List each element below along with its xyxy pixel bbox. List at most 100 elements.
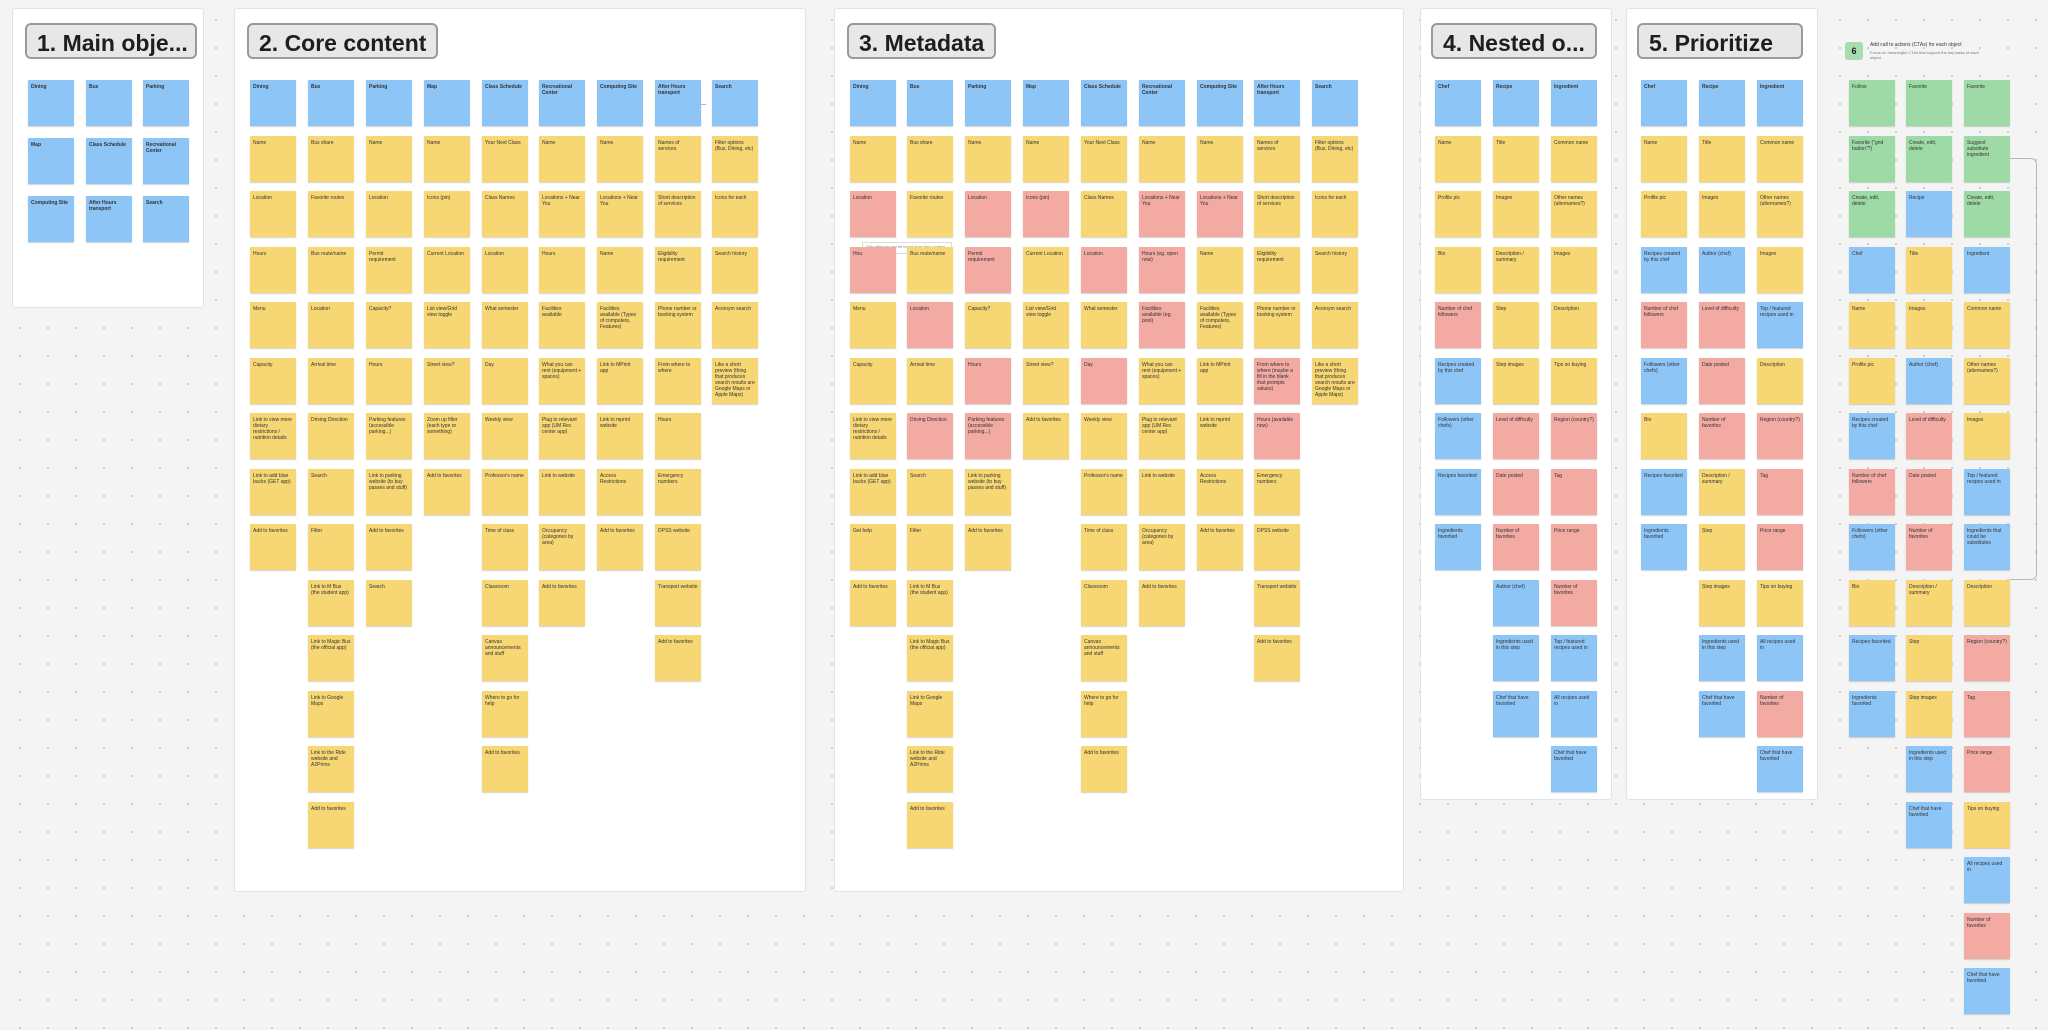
sticky-note[interactable]: Link to Google Maps [308,690,354,737]
sticky-note[interactable]: Ingredient [1964,246,2010,293]
sticky-note[interactable]: Common name [1551,135,1597,182]
sticky-note[interactable]: DPSS website [655,524,701,570]
sticky-note[interactable]: Search [366,579,412,626]
sticky-note[interactable]: Ingredients favorited [1435,524,1481,570]
sticky-note[interactable]: Link to the Ride website and A2Prims [907,746,953,792]
sticky-note[interactable]: Transport website [1254,579,1300,626]
sticky-note[interactable]: Location [965,191,1011,237]
sticky-note[interactable]: Add to favorites [655,635,701,681]
sticky-note[interactable]: Level of difficulty [1493,413,1539,459]
sticky-note[interactable]: Price range [1551,524,1597,570]
sticky-note[interactable]: Images [1551,246,1597,293]
sticky-note[interactable]: Add to favorites [308,801,354,848]
sticky-note[interactable]: Name [850,135,896,182]
sticky-note[interactable]: Link to website [539,468,585,515]
sticky-note[interactable]: Get help [850,524,896,570]
sticky-note[interactable]: Ingredients used in this step [1906,746,1952,792]
sticky-note[interactable]: Link to Magic Bus (the official app) [308,635,354,681]
sticky-note[interactable]: Weekly view [1081,413,1127,459]
object-header-note[interactable]: Computing Site [28,196,74,242]
sticky-note[interactable]: Search history [1312,246,1358,293]
sticky-note[interactable]: Create, edit, delete [1964,191,2010,237]
object-header-note[interactable]: Ingredient [1757,80,1803,126]
sticky-note[interactable]: All recipes used in [1964,857,2010,903]
sticky-note[interactable]: Occupancy (categories by area) [1139,524,1185,570]
sticky-note[interactable]: Add to favorites [1139,579,1185,626]
sticky-note[interactable]: Description / summary [1493,246,1539,293]
object-header-note[interactable]: Recipe [1493,80,1539,126]
object-header-note[interactable]: Recreational Center [143,138,189,184]
sticky-note[interactable]: Tips on buying [1757,579,1803,626]
sticky-note[interactable]: Followers (other chefs) [1641,357,1687,404]
sticky-note[interactable]: Occupancy (categories by area) [539,524,585,570]
sticky-note[interactable]: Region (country?) [1964,635,2010,681]
sticky-note[interactable]: Date posted [1699,357,1745,404]
sticky-note[interactable]: DPSS website [1254,524,1300,570]
sticky-note[interactable]: Link to M Bus (the student app) [308,579,354,626]
object-header-note[interactable]: After Hours transport [1254,80,1300,126]
sticky-note[interactable]: Link to parking website (to buy passes a… [366,468,412,515]
sticky-note[interactable]: Acronym search [712,302,758,348]
sticky-note[interactable]: Description / summary [1699,468,1745,515]
object-header-note[interactable]: Computing Site [597,80,643,126]
sticky-note[interactable]: Arrival time [308,357,354,404]
sticky-note[interactable]: Parking features (accessible parking...) [366,413,412,459]
sticky-note[interactable]: Level of difficulty [1699,302,1745,348]
sticky-note[interactable]: Tag [1964,690,2010,737]
sticky-note[interactable]: Ingredients used in this step [1493,635,1539,681]
sticky-note[interactable]: Time of class [482,524,528,570]
sticky-note[interactable]: Chef that have favorited [1757,746,1803,792]
object-header-note[interactable]: Dining [28,80,74,126]
sticky-note[interactable]: Filter options (Bus, Dining, etc) [712,135,758,182]
sticky-note[interactable]: Name [1197,246,1243,293]
sticky-note[interactable]: Recipes created by this chef [1641,246,1687,293]
sticky-note[interactable]: Where to go for help [482,690,528,737]
sticky-note[interactable]: Number of chef followers [1849,468,1895,515]
sticky-note[interactable]: Hou [850,246,896,293]
frame-title[interactable]: 2. Core content [247,23,439,59]
object-header-note[interactable]: Map [424,80,470,126]
sticky-note[interactable]: Author (chef) [1699,246,1745,293]
sticky-note[interactable]: Tips on buying [1551,357,1597,404]
sticky-note[interactable]: Recipes favorited [1849,635,1895,681]
sticky-note[interactable]: Link to Magic Bus (the official app) [907,635,953,681]
sticky-note[interactable]: Title [1699,135,1745,182]
object-header-note[interactable]: Map [1023,80,1069,126]
sticky-note[interactable]: Step [1906,635,1952,681]
sticky-note[interactable]: Locations + Near You [539,191,585,237]
sticky-note[interactable]: Add to favorites [965,524,1011,570]
sticky-note[interactable]: Street view? [424,357,470,404]
sticky-note[interactable]: Followers (other chefs) [1435,413,1481,459]
sticky-note[interactable]: Link to the Ride website and A2Prims [308,746,354,792]
sticky-note[interactable]: Profile pic [1849,357,1895,404]
sticky-note[interactable]: Number of favorites [1493,524,1539,570]
sticky-note[interactable]: All recipes used in [1757,635,1803,681]
sticky-note[interactable]: Name [539,135,585,182]
sticky-note[interactable]: Add to favorites [597,524,643,570]
sticky-note[interactable]: Number of chef followers [1641,302,1687,348]
sticky-note[interactable]: Location [250,191,296,237]
sticky-note[interactable]: Author (chef) [1906,357,1952,404]
sticky-note[interactable]: Tag [1551,468,1597,515]
sticky-note[interactable]: Add to favorites [1081,746,1127,792]
sticky-note[interactable]: Your Next Class [482,135,528,182]
sticky-note[interactable]: Locations + Near You [1197,191,1243,237]
sticky-note[interactable]: Step images [1699,579,1745,626]
sticky-note[interactable]: Add to favorites [1023,413,1069,459]
sticky-note[interactable]: Common name [1757,135,1803,182]
object-header-note[interactable]: Search [143,196,189,242]
sticky-note[interactable]: Weekly view [482,413,528,459]
sticky-note[interactable]: From where to where (maybe a fill in the… [1254,357,1300,404]
sticky-note[interactable]: List view/Grid view toggle [1023,302,1069,348]
sticky-note[interactable]: Description [1964,579,2010,626]
sticky-note[interactable]: Profile pic [1641,191,1687,237]
frame-title[interactable]: 4. Nested o... [1431,23,1597,59]
sticky-note[interactable]: Number of favorites [1757,690,1803,737]
sticky-note[interactable]: Names of services [655,135,701,182]
sticky-note[interactable]: Number of chef followers [1435,302,1481,348]
object-header-note[interactable]: After Hours transport [655,80,701,126]
sticky-note[interactable]: Day [482,357,528,404]
sticky-note[interactable]: Chef [1849,246,1895,293]
sticky-note[interactable]: What you can rent (equipment + spaces) [1139,357,1185,404]
sticky-note[interactable]: Day [1081,357,1127,404]
